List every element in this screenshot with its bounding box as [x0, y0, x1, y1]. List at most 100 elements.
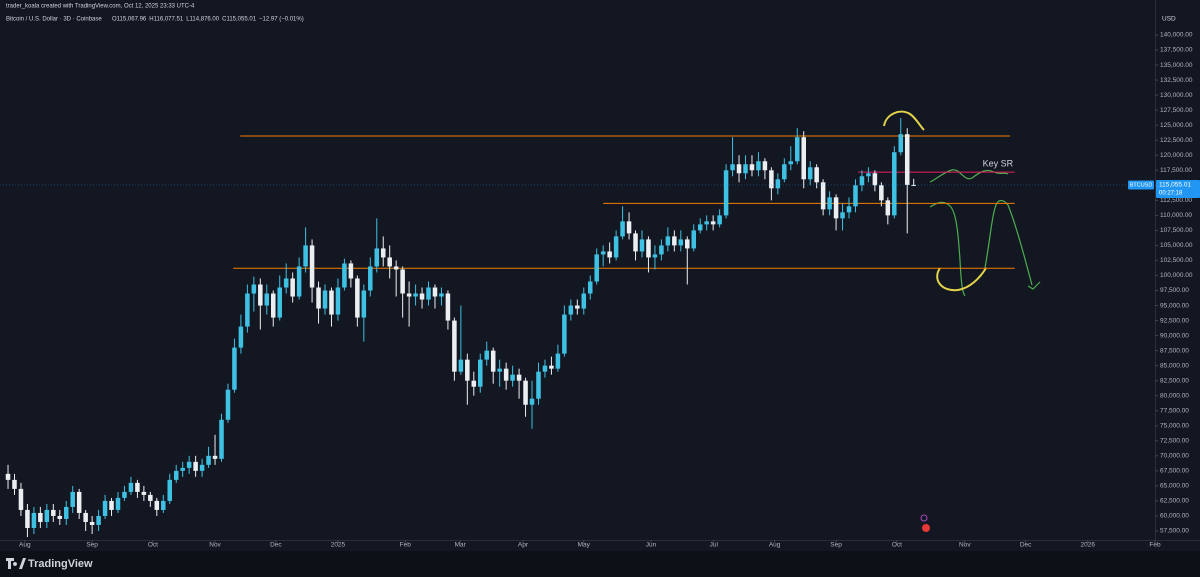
candle-body — [672, 236, 677, 246]
y-tick-label: 95,000.00 — [1160, 302, 1189, 309]
y-tick-label: 67,500.00 — [1160, 468, 1189, 475]
x-tick-label: Aug — [769, 542, 781, 549]
candle-body — [251, 284, 257, 294]
price-tag — [1156, 179, 1200, 198]
candle-body — [691, 230, 697, 249]
y-tick-label: 130,000.00 — [1160, 92, 1193, 99]
candle-body — [756, 161, 761, 171]
candle-body — [57, 515, 63, 519]
candle-body — [445, 293, 451, 321]
candle-body — [277, 287, 282, 318]
candle-body — [516, 374, 522, 381]
candle-body — [128, 482, 134, 492]
candle-body — [167, 479, 173, 501]
y-tick-label: 92,500.00 — [1160, 317, 1189, 324]
candle-body — [575, 305, 580, 309]
candle-body — [31, 512, 37, 528]
x-tick-label: Jul — [710, 542, 719, 549]
candle-body — [173, 470, 179, 480]
brand-logo — [6, 558, 26, 569]
candle-body — [452, 320, 457, 372]
y-tick-label: 77,500.00 — [1160, 407, 1189, 414]
candle-body — [775, 179, 781, 189]
candle-body — [439, 293, 444, 297]
candle-body — [368, 266, 373, 291]
candle-body — [115, 497, 121, 510]
y-tick-label: 137,500.00 — [1160, 47, 1193, 54]
y-tick-label: 100,000.00 — [1160, 272, 1193, 279]
candle-body — [419, 293, 425, 300]
y-tick-label: 135,000.00 — [1160, 62, 1193, 69]
candle-body — [652, 254, 658, 258]
candle-body — [581, 293, 587, 309]
ohlc-value: −12.97 (−0.01%) — [259, 17, 304, 23]
candle-body — [523, 380, 528, 405]
candle-body — [465, 359, 470, 381]
candle-body — [866, 173, 871, 177]
candle-body — [238, 326, 244, 348]
candle-body — [749, 164, 755, 171]
candle-body — [232, 347, 237, 390]
candle-body — [626, 221, 632, 234]
candle-body — [186, 461, 192, 468]
candle-body — [872, 173, 878, 186]
y-tick-label: 117,500.00 — [1160, 167, 1192, 174]
candle-body — [704, 221, 709, 225]
candle-body — [206, 455, 211, 465]
candle-body — [846, 206, 852, 213]
candle-body — [542, 365, 548, 372]
candle-body — [348, 263, 354, 279]
candle-body — [154, 500, 160, 510]
candle-body — [458, 359, 464, 372]
candle-body — [549, 365, 554, 369]
x-tick-label: Feb — [400, 542, 412, 549]
candle-body — [659, 245, 664, 255]
ohlc-value: C115,055.01 — [222, 17, 257, 23]
x-tick-label: Oct — [148, 542, 158, 549]
credit: trader_koala created with TradingView.co… — [6, 4, 195, 10]
price-tag-label: 115,055.01 — [1159, 182, 1191, 189]
x-tick-label: Feb — [1149, 542, 1161, 549]
candle-body — [355, 278, 360, 318]
candle-body — [219, 419, 224, 459]
candle-body — [141, 491, 147, 495]
candle-body — [212, 455, 218, 459]
candle-body — [12, 479, 17, 489]
candle-body — [710, 221, 716, 225]
candle-body — [44, 509, 50, 522]
candle-body — [879, 185, 884, 201]
candle-body — [827, 197, 832, 210]
candle-body — [587, 281, 593, 294]
candle-body — [600, 251, 606, 255]
candle-body — [840, 212, 845, 219]
candle-body — [898, 134, 904, 153]
candle-body — [96, 515, 101, 525]
drawing — [929, 169, 1009, 183]
candle-body — [413, 293, 418, 297]
candle-body — [309, 245, 315, 288]
candle-body — [135, 482, 140, 492]
y-tick-label: 87,500.00 — [1160, 347, 1189, 354]
candle-body — [102, 500, 108, 516]
candle-body — [161, 500, 166, 510]
candle-body — [490, 350, 496, 372]
candle-body — [270, 293, 276, 318]
candle-body — [769, 170, 774, 189]
candle-body — [678, 239, 684, 246]
candle-body — [685, 239, 690, 249]
candle-body — [76, 491, 82, 513]
candle-body — [283, 278, 289, 288]
candle-body — [122, 491, 127, 498]
x-tick-label: Aug — [19, 542, 31, 549]
y-tick-label: 57,500.00 — [1160, 528, 1189, 535]
event-icon[interactable] — [920, 514, 928, 522]
y-tick-label: 140,000.00 — [1160, 32, 1193, 39]
event-icon[interactable] — [922, 524, 930, 532]
candle-body — [18, 488, 24, 510]
drawing — [883, 110, 925, 131]
candle-body — [529, 398, 535, 405]
candle-body — [478, 359, 483, 387]
